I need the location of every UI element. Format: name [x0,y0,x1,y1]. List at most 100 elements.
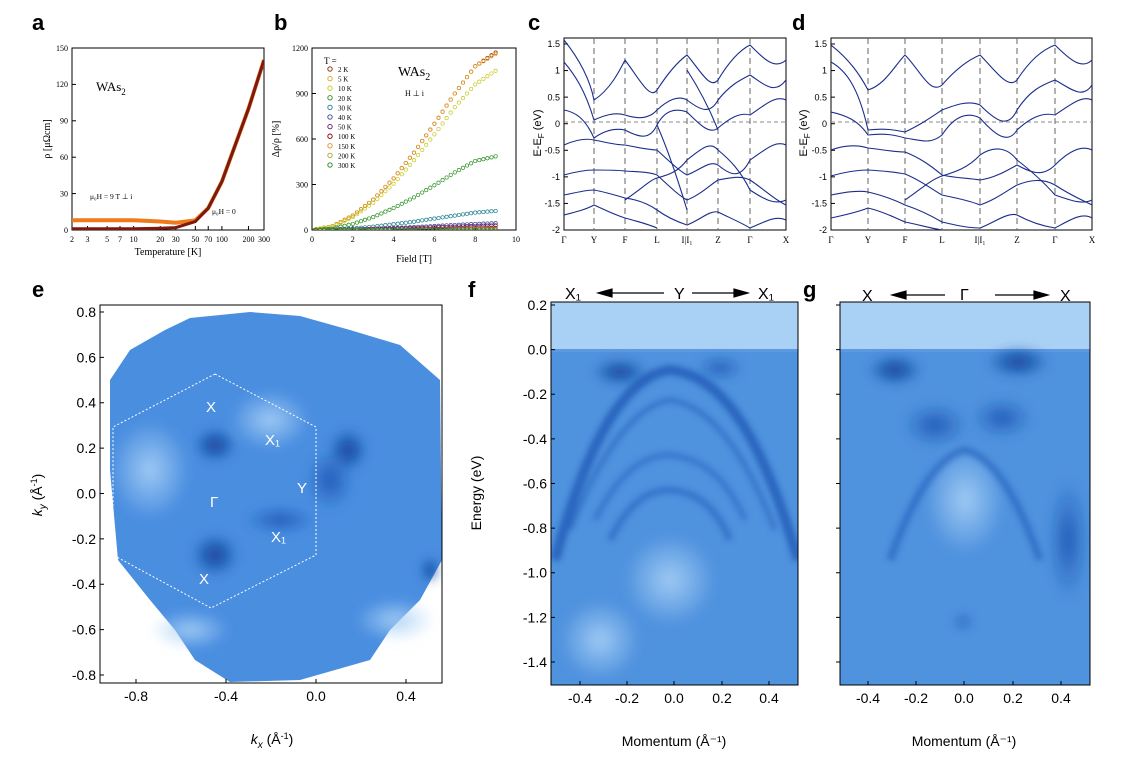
mr-point [440,178,445,183]
mr-point [477,61,482,66]
mr-point [477,227,482,230]
panel-g-x-tick-label: -0.4 [856,690,880,706]
mr-point [481,227,486,230]
panel-e-y-tick-label: 0.8 [77,304,97,320]
mr-point [424,227,429,230]
mr-point [350,221,355,226]
panel-e-x-tick-label: -0.8 [124,688,148,704]
panel-f-xticks: -0.4 -0.2 0.0 0.2 0.4 [568,681,779,706]
mr-point [395,227,400,230]
legend-entry: 20 K [338,95,352,103]
panel-b-y-tick-label: 1200 [292,44,308,53]
mr-point [362,217,368,222]
mr-point [362,227,368,230]
kpoint-label: F [902,235,907,245]
mr-point [485,209,490,214]
mr-point [436,215,441,221]
mr-point [383,227,388,230]
mr-point [403,227,408,230]
mr-point [424,142,429,147]
mr-point [456,222,461,227]
panel-d-bands [831,44,1092,230]
panel-b-x-tick-label: 8 [473,235,477,244]
mr-point [358,219,364,224]
kpoint-label: L [654,235,660,245]
mr-point [375,193,380,198]
mr-point [493,221,498,226]
mr-point [350,215,355,220]
panel-g-yticks [836,304,840,663]
mr-point [424,225,429,230]
panel-f-x-tick-label: 0.0 [664,690,684,706]
mr-point [460,227,466,230]
mr-point [464,91,470,96]
mr-point [473,227,478,230]
mr-point [326,225,331,230]
mr-point [379,189,384,194]
mr-point [411,219,417,224]
mr-point [411,158,417,163]
panel-b-y-tick-label: 900 [296,89,308,98]
panel-f-yticks: 0.2 0.0 -0.2 -0.4 -0.6 -0.8 -1.0 -1.2 -1.4 [523,297,555,670]
panel-a-x-tick-label: 100 [216,235,228,244]
mr-point [469,86,474,91]
mr-point [428,137,433,142]
mr-point [387,227,392,230]
mr-point [477,79,482,84]
legend-entry: 100 K [338,133,355,141]
mr-point [399,166,404,171]
mr-point [473,64,478,69]
mr-point [407,155,412,160]
panel-b-xlabel: Field [T] [396,254,432,265]
mr-point [383,209,388,214]
mr-point [399,221,404,226]
panel-d-y-tick-label: -0.5 [811,145,827,155]
kpoint-label: I|I₁ [975,235,986,245]
mr-point [432,132,437,137]
panel-f-arpes-image [551,302,798,685]
mr-point [399,227,404,230]
mr-point [391,222,396,227]
mr-point [432,225,437,230]
panel-c-y-tick-label: -1 [552,172,560,182]
kpoint-label: Z [1014,235,1020,245]
panel-b-label: b [274,10,287,35]
mr-point [420,227,425,230]
mr-point [440,215,445,220]
panel-d-y-tick-label: -2 [819,225,827,235]
mr-point [469,161,474,166]
mr-point [342,227,347,230]
panel-b-x-tick-label: 6 [432,235,436,244]
mr-point [432,216,437,221]
panel-e-fermi-map [110,312,442,682]
mr-point [444,214,449,219]
point-label-x1-bottom: X₁ [271,529,286,546]
mr-point [375,196,380,201]
mr-point [469,227,474,230]
mr-point [464,211,470,216]
mr-point [460,165,466,170]
mr-point [354,226,359,230]
mr-point [391,176,396,181]
point-label-x-top: X [206,399,216,416]
mr-point [399,201,404,206]
panel-a-x-tick-label: 2 [70,235,74,244]
mr-point [420,218,425,223]
legend-marker [327,104,333,111]
mr-point [424,133,429,138]
mr-point [395,176,400,182]
panel-e-x-tick-label: 0.4 [396,688,416,704]
panel-e-ylabel: ky (Å-1) [29,474,49,517]
mr-point [452,222,457,228]
panel-b-material: WAs2 [398,65,430,83]
mr-point [407,226,412,230]
mr-point [493,154,498,159]
mr-point [444,227,449,230]
panel-b-legend-title: T = [324,56,337,66]
panel-b-data-marks [312,50,498,230]
mr-point [362,225,368,230]
panel-f-y-tick-label: 0.2 [528,297,548,313]
mr-point [371,215,376,220]
panel-a-annotation-field: μ₀H = 9 T ⊥ i [90,192,132,201]
